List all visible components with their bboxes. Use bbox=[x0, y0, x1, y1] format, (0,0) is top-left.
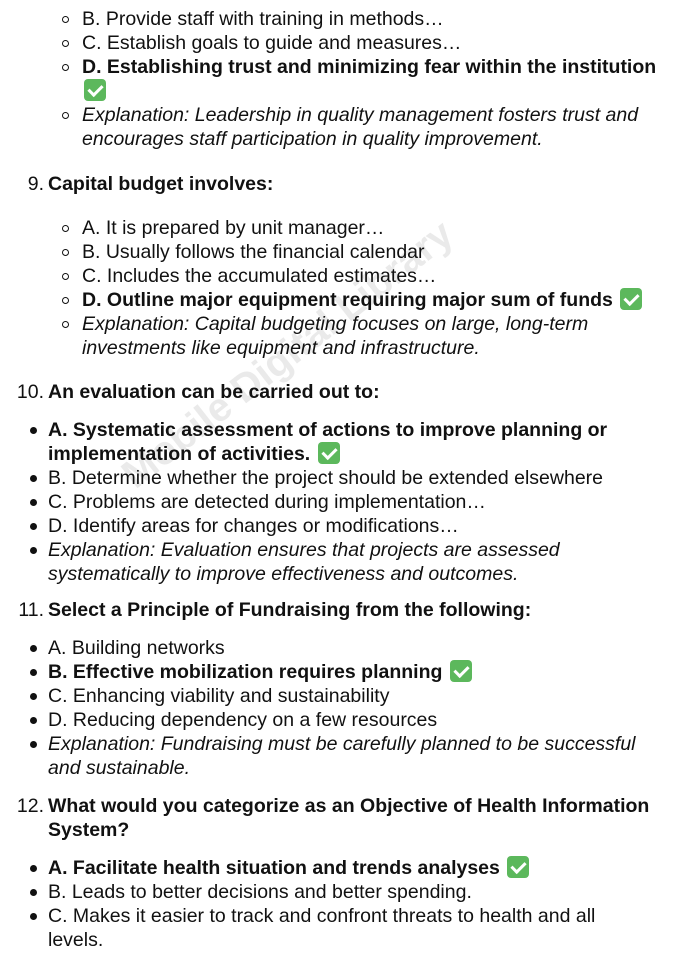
q9-explanation-line1: Explanation: Capital budgeting focuses o… bbox=[82, 313, 589, 335]
q11-explanation-line1: Explanation: Fundraising must be careful… bbox=[48, 733, 636, 755]
question-number: 10. bbox=[16, 381, 44, 403]
bullet-circle bbox=[62, 112, 69, 119]
bullet-dot bbox=[30, 717, 37, 724]
q9-explanation-line2: investments like equipment and infrastru… bbox=[82, 337, 480, 359]
bullet-circle bbox=[62, 273, 69, 280]
question-number: 11. bbox=[18, 599, 44, 621]
q10-option-d: D. Identify areas for changes or modific… bbox=[48, 515, 459, 537]
q10-explanation-line1: Explanation: Evaluation ensures that pro… bbox=[48, 539, 560, 561]
q9-option-b: B. Usually follows the financial calenda… bbox=[82, 241, 425, 263]
bullet-dot bbox=[30, 865, 37, 872]
bullet-circle bbox=[62, 40, 69, 47]
q11-option-a: A. Building networks bbox=[48, 637, 225, 659]
q8-explanation-line1: Explanation: Leadership in quality manag… bbox=[82, 104, 639, 126]
bullet-dot bbox=[30, 499, 37, 506]
q9-option-d-correct: D. Outline major equipment requiring maj… bbox=[82, 288, 643, 312]
q8-correct-mark bbox=[82, 79, 106, 103]
question-text: Select a Principle of Fundraising from t… bbox=[48, 599, 532, 621]
bullet-circle bbox=[62, 321, 69, 328]
question-text-line1: What would you categorize as an Objectiv… bbox=[48, 795, 650, 817]
q8-option-c: C. Establish goals to guide and measures… bbox=[82, 32, 462, 54]
bullet-circle bbox=[62, 249, 69, 256]
bullet-dot bbox=[30, 523, 37, 530]
q10-option-a-text2: implementation of activities. bbox=[48, 443, 311, 465]
bullet-dot bbox=[30, 475, 37, 482]
q11-option-c: C. Enhancing viability and sustainabilit… bbox=[48, 685, 390, 707]
bullet-dot bbox=[30, 741, 37, 748]
q12-option-b: B. Leads to better decisions and better … bbox=[48, 881, 472, 903]
bullet-dot bbox=[30, 427, 37, 434]
bullet-dot bbox=[30, 645, 37, 652]
bullet-dot bbox=[30, 889, 37, 896]
q12-option-a-correct: A. Facilitate health situation and trend… bbox=[48, 856, 530, 880]
bullet-circle bbox=[62, 225, 69, 232]
q12-option-a-text: A. Facilitate health situation and trend… bbox=[48, 857, 500, 879]
q9-option-c: C. Includes the accumulated estimates… bbox=[82, 265, 437, 287]
question-text-line2: System? bbox=[48, 819, 130, 841]
q9-option-d-text: D. Outline major equipment requiring maj… bbox=[82, 289, 613, 311]
q10-option-a-correct-line2: implementation of activities. bbox=[48, 442, 340, 466]
q11-option-b-correct: B. Effective mobilization requires plann… bbox=[48, 660, 472, 684]
q10-option-c: C. Problems are detected during implemen… bbox=[48, 491, 486, 513]
q8-option-b: B. Provide staff with training in method… bbox=[82, 8, 444, 30]
question-text: An evaluation can be carried out to: bbox=[48, 381, 380, 403]
q10-explanation-line2: systematically to improve effectiveness … bbox=[48, 563, 519, 585]
question-number: 12. bbox=[16, 795, 44, 817]
white-check-mark-icon bbox=[449, 660, 472, 682]
question-number: 9. bbox=[27, 173, 44, 195]
q12-option-c-line2: levels. bbox=[48, 929, 104, 951]
bullet-dot bbox=[30, 693, 37, 700]
q11-option-d: D. Reducing dependency on a few resource… bbox=[48, 709, 438, 731]
bullet-circle bbox=[62, 16, 69, 23]
bullet-dot bbox=[30, 913, 37, 920]
q11-option-b-text: B. Effective mobilization requires plann… bbox=[48, 661, 443, 683]
q12-option-c-line1: C. Makes it easier to track and confront… bbox=[48, 905, 596, 927]
question-text: Capital budget involves: bbox=[48, 173, 274, 195]
bullet-circle bbox=[62, 297, 69, 304]
q8-explanation-line2: encourages staff participation in qualit… bbox=[82, 128, 543, 150]
white-check-mark-icon bbox=[317, 442, 340, 464]
bullet-circle bbox=[62, 64, 69, 71]
q10-option-b: B. Determine whether the project should … bbox=[48, 467, 603, 489]
bullet-dot bbox=[30, 547, 37, 554]
q10-option-a-correct-line1: A. Systematic assessment of actions to i… bbox=[48, 419, 608, 441]
white-check-mark-icon bbox=[620, 288, 643, 310]
white-check-mark-icon bbox=[507, 856, 530, 878]
bullet-dot bbox=[30, 669, 37, 676]
q9-option-a: A. It is prepared by unit manager… bbox=[82, 217, 385, 239]
white-check-mark-icon bbox=[84, 79, 106, 101]
q8-option-d-correct: D. Establishing trust and minimizing fea… bbox=[82, 56, 657, 78]
q11-explanation-line2: and sustainable. bbox=[48, 757, 191, 779]
